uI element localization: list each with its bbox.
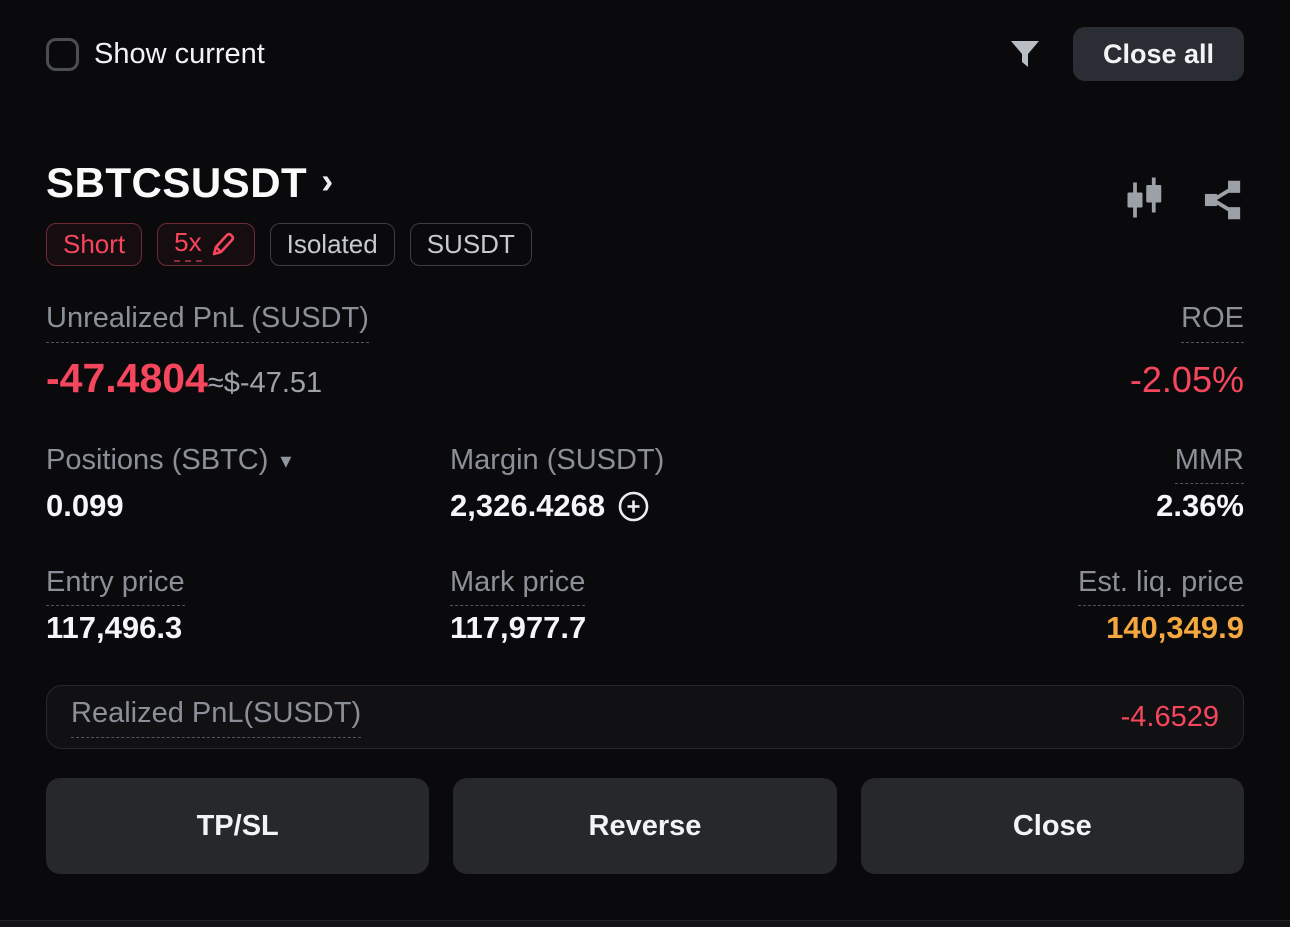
stats-row1-values: 0.099 2,326.4268 2.36% [46,488,1244,524]
stats-row1-labels: Positions (SBTC) ▾ Margin (SUSDT) MMR [46,444,1244,484]
liq-price-label[interactable]: Est. liq. price [1078,566,1244,606]
candlestick-chart-icon[interactable] [1120,175,1170,225]
unrealized-pnl-approx: ≈$-47.51 [207,367,323,399]
stats-row2-labels: Entry price Mark price Est. liq. price [46,566,1244,606]
roe-label[interactable]: ROE [1181,302,1244,343]
caret-down-icon: ▾ [280,447,292,473]
mark-price-value: 117,977.7 [450,610,587,645]
symbol-header: SBTCSUSDT › [46,157,1244,220]
bottom-divider [0,920,1290,927]
margin-mode-badge: Isolated [269,223,395,266]
unrealized-pnl-label[interactable]: Unrealized PnL (SUSDT) [46,302,369,343]
share-icon[interactable] [1200,178,1244,222]
leverage-badge[interactable]: 5x [157,223,255,266]
positions-dropdown[interactable]: Positions (SBTC) ▾ [46,444,291,477]
symbol-name: SBTCSUSDT [46,159,308,206]
margin-label: Margin (SUSDT) [450,444,665,476]
margin-value: 2,326.4268 [450,488,606,523]
mmr-label[interactable]: MMR [1174,444,1244,484]
filter-icon[interactable] [1007,36,1043,72]
pnl-values-row: -47.4804≈$-47.51 -2.05% [46,355,1244,402]
pencil-edit-icon [208,230,238,260]
positions-value: 0.099 [46,488,124,523]
realized-pnl-label[interactable]: Realized PnL(SUSDT) [71,697,362,738]
pnl-labels-row: Unrealized PnL (SUSDT) ROE [46,302,1244,343]
entry-price-label[interactable]: Entry price [46,566,185,606]
leverage-value: 5x [174,227,202,262]
liq-price-value: 140,349.9 [1106,610,1244,645]
close-all-button[interactable]: Close all [1072,27,1244,81]
topbar: Show current Close all [46,0,1244,81]
action-buttons-row: TP/SL Reverse Close [46,778,1244,874]
mmr-value: 2.36% [1156,488,1244,523]
show-current-checkbox[interactable] [46,37,79,71]
mark-price-label[interactable]: Mark price [450,566,586,606]
reverse-button[interactable]: Reverse [453,778,837,874]
roe-value: -2.05% [1129,359,1244,400]
positions-label: Positions (SBTC) [46,444,269,476]
side-badge: Short [46,223,143,266]
plus-circle-icon[interactable] [617,490,650,523]
show-current-label: Show current [94,37,265,70]
tpsl-button[interactable]: TP/SL [46,778,430,874]
show-current-toggle[interactable]: Show current [46,37,265,71]
realized-pnl-value: -4.6529 [1120,700,1219,733]
unrealized-pnl-value: -47.4804 [46,355,208,401]
close-button[interactable]: Close [860,778,1244,874]
entry-price-value: 117,496.3 [46,610,183,645]
asset-badge: SUSDT [409,223,532,266]
chevron-right-icon: › [321,160,334,201]
stats-row2-values: 117,496.3 117,977.7 140,349.9 [46,610,1244,646]
realized-pnl-panel: Realized PnL(SUSDT) -4.6529 [46,685,1244,749]
position-badges: Short 5x Isolated SUSDT [46,223,1244,266]
symbol-link[interactable]: SBTCSUSDT › [46,159,333,207]
